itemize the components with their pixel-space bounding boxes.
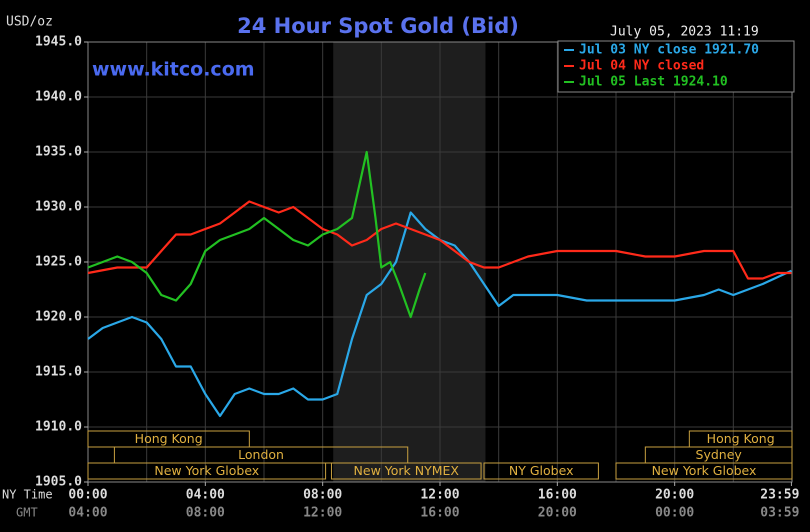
y-tick-label: 1905.0 [35, 475, 82, 490]
x2-tick-label: 08:00 [186, 506, 225, 521]
session-label: Hong Kong [135, 431, 203, 446]
chart-title: 24 Hour Spot Gold (Bid) [237, 14, 519, 38]
legend-label: Jul 03 NY close 1921.70 [579, 43, 759, 58]
session-bar [87, 462, 327, 480]
x2-axis-label: GMT [16, 506, 38, 520]
price-line [87, 211, 792, 418]
watermark: www.kitco.com [92, 59, 255, 81]
price-line [87, 200, 792, 280]
y-tick-label: 1935.0 [35, 145, 82, 160]
session-label: New York Globex [154, 463, 259, 478]
x2-tick-label: 03:59 [760, 506, 799, 521]
session-bar [483, 462, 599, 480]
session-label: London [238, 447, 284, 462]
session-bar [615, 462, 793, 480]
x2-tick-label: 00:00 [655, 506, 694, 521]
x-tick-label: 00:00 [68, 488, 107, 503]
legend-box [557, 40, 795, 93]
session-label: New York NYMEX [354, 463, 460, 478]
x-tick-label: 08:00 [303, 488, 342, 503]
y-axis-label: USD/oz [6, 15, 53, 30]
session-label: Sydney [696, 447, 743, 462]
y-tick-label: 1925.0 [35, 255, 82, 270]
legend-label: Jul 05 Last 1924.10 [579, 75, 728, 90]
x2-tick-label: 16:00 [420, 506, 459, 521]
x-tick-label: 23:59 [760, 488, 799, 503]
x-axis-label: NY Time [2, 488, 53, 502]
y-tick-label: 1940.0 [35, 90, 82, 105]
y-tick-label: 1920.0 [35, 310, 82, 325]
x2-tick-label: 04:00 [68, 506, 107, 521]
legend-label: Jul 04 NY closed [579, 59, 704, 74]
y-tick-label: 1930.0 [35, 200, 82, 215]
x2-tick-label: 20:00 [538, 506, 577, 521]
x-tick-label: 12:00 [420, 488, 459, 503]
session-label: New York Globex [652, 463, 757, 478]
y-tick-label: 1945.0 [35, 35, 82, 50]
x-tick-label: 16:00 [538, 488, 577, 503]
timestamp: July 05, 2023 11:19 [610, 25, 759, 40]
price-line [87, 150, 427, 319]
y-tick-label: 1910.0 [35, 420, 82, 435]
session-bar [330, 462, 482, 480]
x-tick-label: 04:00 [186, 488, 225, 503]
y-tick-label: 1915.0 [35, 365, 82, 380]
x-tick-label: 20:00 [655, 488, 694, 503]
session-label: Hong Kong [707, 431, 775, 446]
x2-tick-label: 12:00 [303, 506, 342, 521]
session-label: NY Globex [509, 463, 574, 478]
